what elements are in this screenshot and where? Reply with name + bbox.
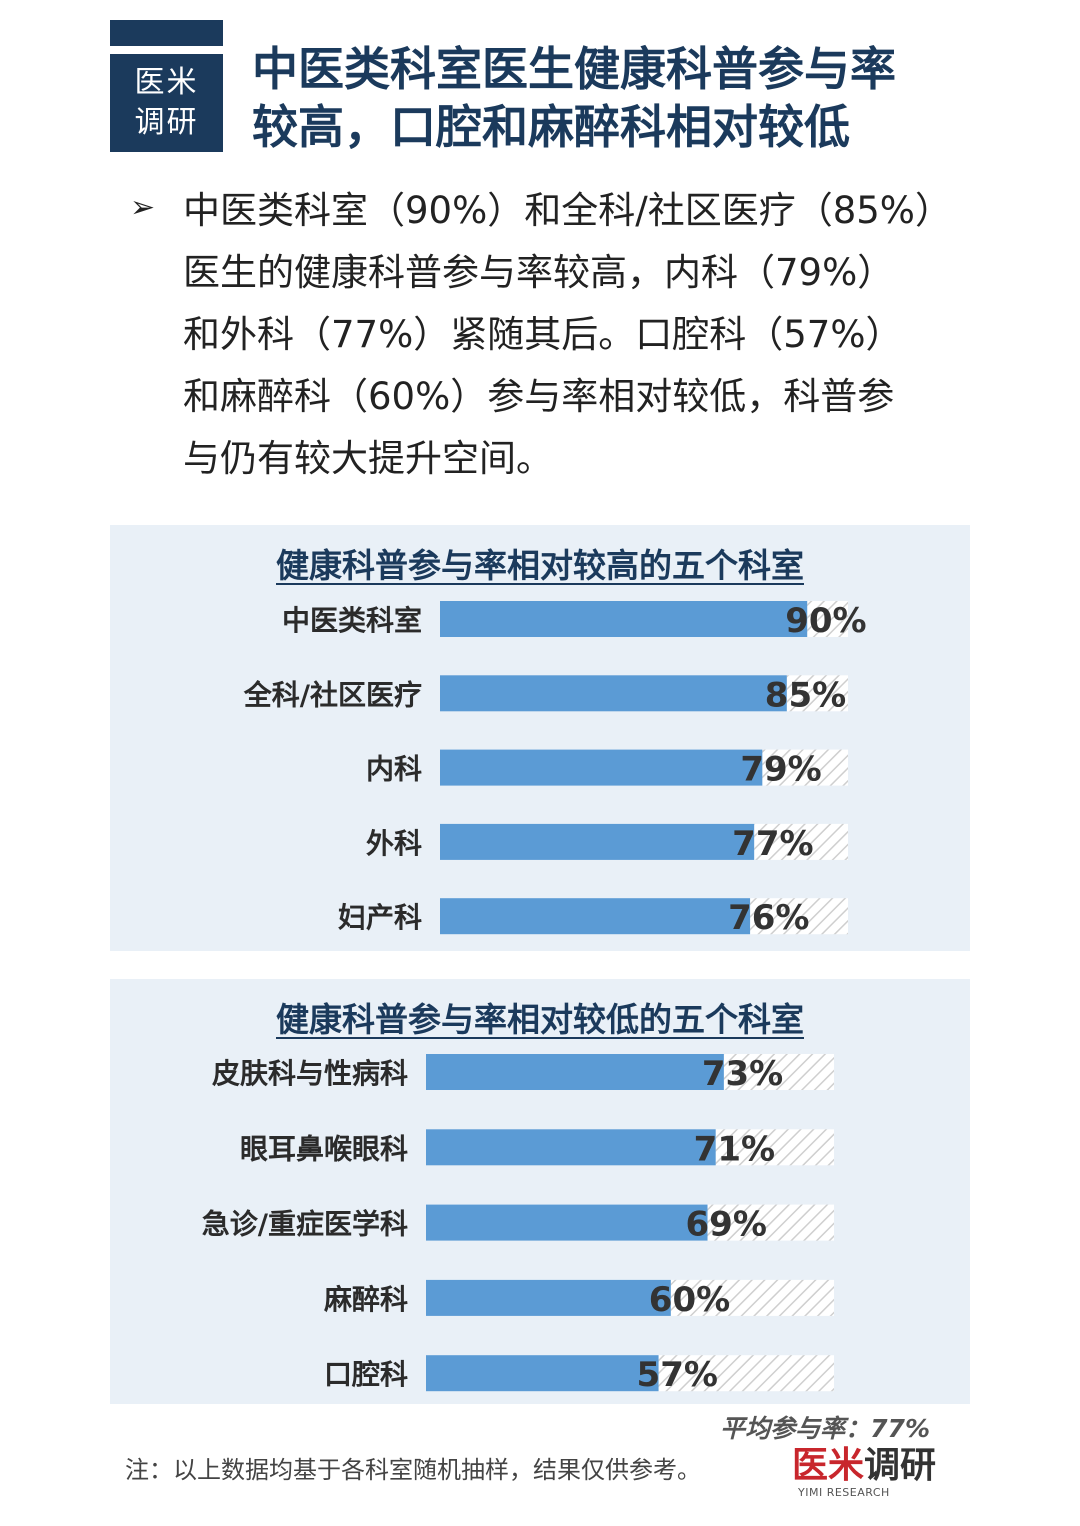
chart-panel-low: 健康科普参与率相对较低的五个科室 皮肤科与性病科 73% 眼耳鼻喉眼科 71% 急诊/重… [110,979,970,1404]
intro-line: 与仍有较大提升空间。 [183,437,553,480]
bar-remainder [715,1129,834,1166]
bar [440,601,808,637]
bar-remainder [754,823,848,860]
category-label: 眼耳鼻喉眼科 [240,1132,408,1165]
page-title-line-2: 较高，口腔和麻醉科相对较低 [252,100,850,154]
badge-line-2: 调研 [134,105,199,140]
intro-paragraph: 中医类科室（90%）和全科/社区医疗（85%） 医生的健康科普参与率较高，内科（… [183,180,973,490]
bar [426,1355,659,1392]
intro-line: 和麻醉科（60%）参与率相对较低，科普参 [183,375,895,418]
value-label: 60% [649,1280,730,1320]
badge-line-1: 医米 [134,65,199,100]
value-label: 69% [686,1205,767,1245]
intro-line: 中医类科室（90%）和全科/社区医疗（85%） [183,189,952,232]
page-title: 中医类科室医生健康科普参与率 较高，口腔和麻醉科相对较低 [252,40,1052,156]
category-label: 口腔科 [324,1358,408,1391]
bar-remainder [670,1279,834,1316]
bar [440,898,751,935]
bar [440,675,787,712]
bar [440,749,763,786]
logo-dark-text: 调研 [864,1445,937,1486]
category-label: 中医类科室 [282,604,422,637]
intro-line: 和外科（77%）紧随其后。口腔科（57%） [183,313,903,356]
intro-line: 医生的健康科普参与率较高，内科（79%） [183,251,895,294]
footnote: 注：以上数据均基于各科室随机抽样，结果仅供参考。 [125,1456,701,1484]
category-label: 妇产科 [338,901,422,934]
bar-remainder [762,749,848,786]
value-label: 90% [785,601,866,641]
logo-subtitle: YIMI RESEARCH [798,1486,890,1499]
value-label: 71% [694,1129,775,1169]
bar-remainder [786,675,848,712]
value-label: 79% [740,750,821,790]
bar-chart-high: 中医类科室 90% 全科/社区医疗 85% 内科 79% 外科 77% 妇产科 76% [243,601,867,938]
category-label: 全科/社区医疗 [243,678,422,711]
value-label: 57% [637,1355,718,1395]
bar-remainder [707,1204,834,1241]
brand-badge: 医米 调研 [110,54,223,152]
bar [426,1129,716,1166]
bar [426,1054,724,1090]
category-label: 麻醉科 [324,1283,408,1316]
badge-top-bar [110,20,223,46]
page-title-line-1: 中医类科室医生健康科普参与率 [252,42,896,96]
bar-remainder [750,898,848,935]
average-rate: 平均参与率：77% [720,1414,930,1443]
category-label: 急诊/重症医学科 [202,1208,408,1241]
bar-chart-low: 皮肤科与性病科 73% 眼耳鼻喉眼科 71% 急诊/重症医学科 69% 麻醉科 60% 口腔科 5… [202,1054,834,1395]
bullet-arrow-icon: ➢ [130,190,156,225]
bar [426,1204,708,1241]
value-label: 73% [702,1054,783,1094]
brand-logo: 医米调研 YIMI RESEARCH [792,1446,952,1506]
value-label: 85% [765,675,846,715]
value-label: 76% [728,898,809,938]
category-label: 外科 [366,827,422,860]
logo-red-text: 医米 [792,1445,865,1486]
chart-title-high: 健康科普参与率相对较高的五个科室 [276,546,804,585]
category-label: 皮肤科与性病科 [212,1057,408,1090]
logo-wordmark: 医米调研 [792,1446,952,1486]
bar-remainder [807,601,848,637]
bar [426,1279,671,1316]
bar-remainder [723,1054,834,1090]
chart-panel-high: 健康科普参与率相对较高的五个科室 中医类科室 90% 全科/社区医疗 85% 内科 79%… [110,525,970,951]
category-label: 内科 [366,753,422,786]
chart-title-low: 健康科普参与率相对较低的五个科室 [276,1000,804,1039]
bar [440,823,755,860]
bar-remainder [658,1355,834,1392]
value-label: 77% [732,824,813,864]
